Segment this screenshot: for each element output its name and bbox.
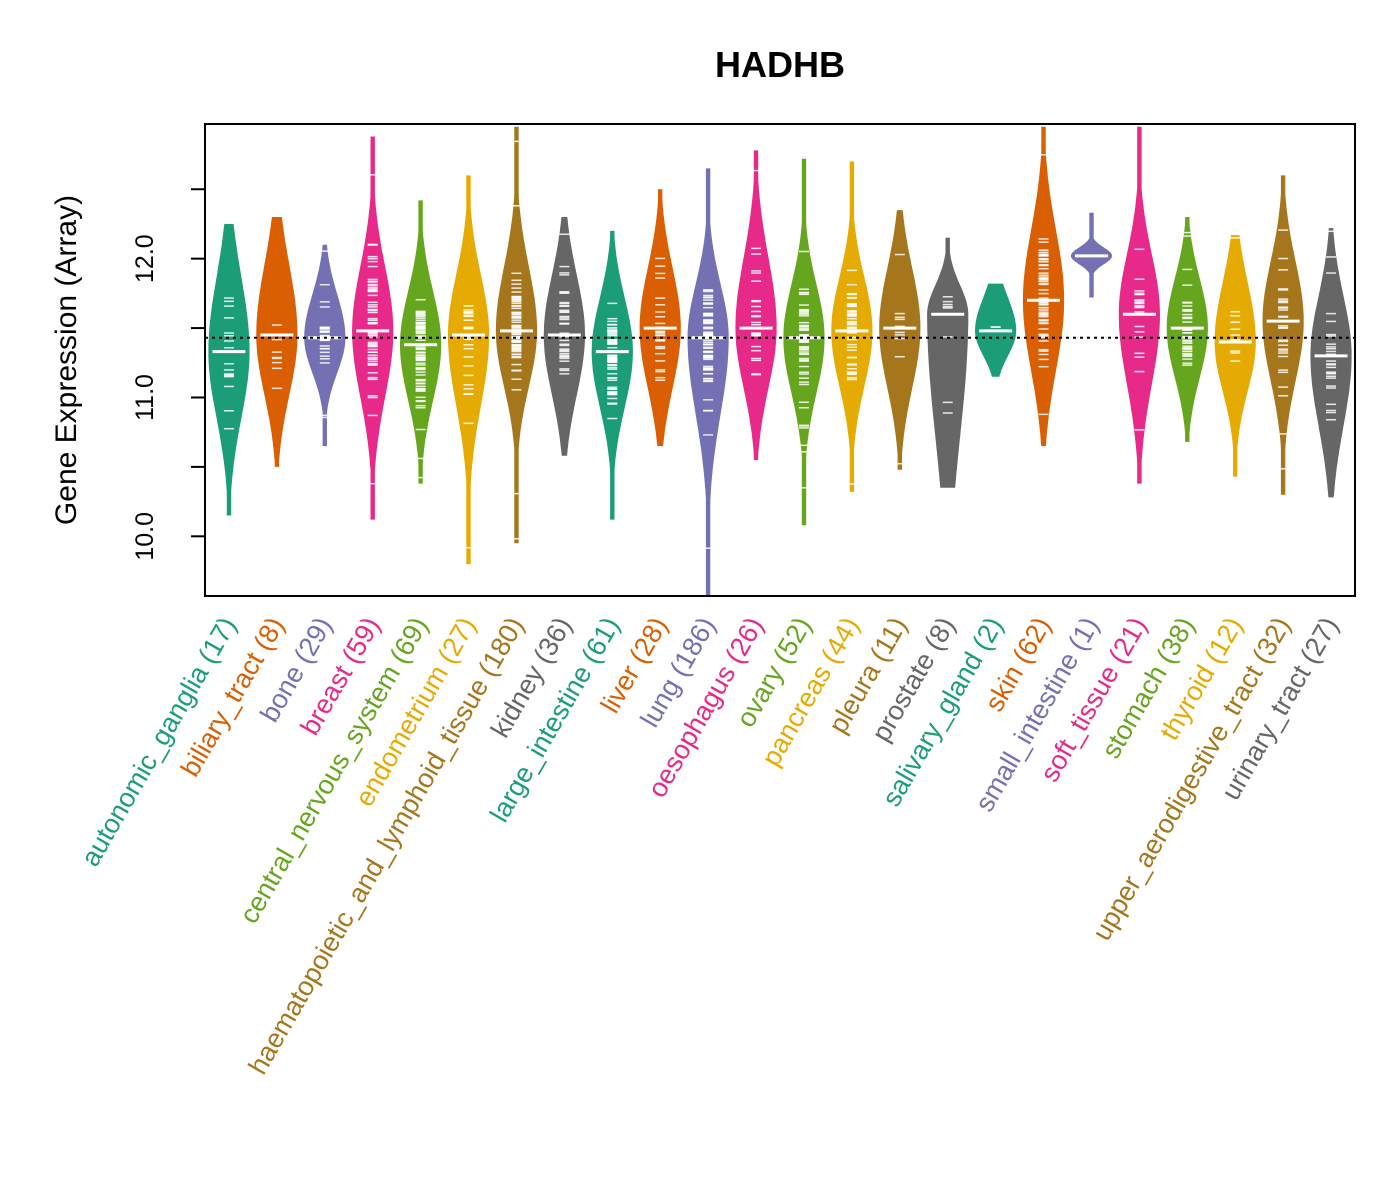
bean-stomach bbox=[1166, 217, 1208, 442]
y-tick-label: 12.0 bbox=[131, 234, 159, 283]
bean-density bbox=[735, 150, 777, 460]
bean-upper-aerodigestive-tract bbox=[1262, 175, 1304, 495]
chart-title: HADHB bbox=[715, 44, 845, 85]
bean-breast bbox=[352, 136, 394, 520]
bean-large-intestine bbox=[591, 230, 633, 520]
bean-lung bbox=[687, 168, 729, 596]
bean-ovary bbox=[783, 158, 825, 526]
bean-density bbox=[256, 217, 298, 467]
bean-pancreas bbox=[831, 161, 873, 492]
bean-kidney bbox=[543, 217, 585, 456]
bean-density bbox=[1310, 228, 1352, 498]
bean-density bbox=[879, 210, 921, 470]
bean-liver bbox=[639, 189, 681, 447]
bean-density bbox=[687, 168, 729, 596]
bean-density bbox=[591, 230, 633, 520]
bean-density bbox=[1022, 126, 1065, 447]
y-tick-label: 11.0 bbox=[131, 374, 159, 421]
bean-central-nervous-system bbox=[400, 200, 442, 484]
bean-density bbox=[639, 189, 681, 447]
y-tick-label: 10.0 bbox=[131, 512, 159, 561]
bean-density bbox=[447, 175, 490, 565]
bean-density bbox=[1262, 175, 1304, 495]
bean-endometrium bbox=[447, 175, 490, 565]
bean-density bbox=[352, 136, 394, 520]
y-axis: 10.0 11.0 12.0 bbox=[131, 188, 206, 561]
bean-density bbox=[400, 200, 442, 484]
bean-prostate bbox=[927, 237, 969, 488]
y-axis-label: Gene Expression (Array) bbox=[50, 195, 83, 525]
bean-biliary-tract bbox=[256, 217, 298, 467]
bean-small-intestine bbox=[1070, 212, 1112, 298]
bean-haematopoietic-and-lymphoid-tissue bbox=[495, 126, 538, 544]
bean-skin bbox=[1022, 126, 1065, 447]
bean-density bbox=[927, 237, 969, 488]
bean-pleura bbox=[879, 210, 921, 470]
bean-oesophagus bbox=[735, 150, 777, 460]
bean-density bbox=[1214, 235, 1256, 477]
bean-autonomic-ganglia bbox=[208, 224, 250, 516]
beans-layer bbox=[208, 126, 1352, 596]
bean-urinary-tract bbox=[1310, 228, 1352, 498]
bean-salivary-gland bbox=[975, 283, 1017, 377]
bean-thyroid bbox=[1214, 235, 1256, 477]
bean-soft-tissue bbox=[1118, 126, 1160, 484]
